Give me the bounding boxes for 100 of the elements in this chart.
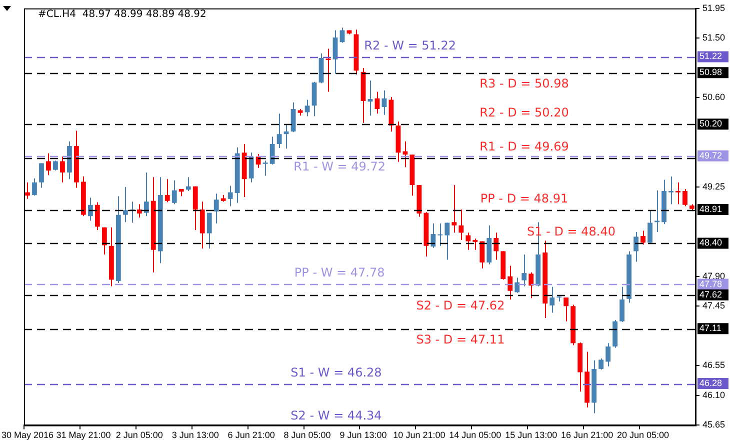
ref-line-label: R3 - D = 50.98 <box>480 76 569 91</box>
candlestick <box>94 202 100 231</box>
candlestick <box>304 99 310 117</box>
candlestick <box>564 297 569 322</box>
x-tick-label: 9 Jun 13:00 <box>340 430 387 440</box>
candlestick <box>382 90 387 116</box>
annotation: S2 - W = 44.34 <box>290 408 382 422</box>
y2-tick-label: 50.20 <box>699 118 722 129</box>
candlestick <box>290 102 296 133</box>
candlestick <box>39 162 44 188</box>
y-tick-label: 46.10 <box>702 390 726 400</box>
candlestick <box>682 188 688 207</box>
candlestick <box>214 193 219 224</box>
ref-line-label: S2 - D = 47.62 <box>416 298 505 313</box>
candlestick <box>186 176 191 192</box>
x-tick-label: 30 May 2016 <box>1 430 54 440</box>
candlestick <box>60 156 65 183</box>
x-tick-label: 6 Jun 21:00 <box>228 430 275 440</box>
candlestick <box>88 197 93 222</box>
candlestick <box>276 113 282 148</box>
x-tick-label: 31 May 21:00 <box>56 430 111 440</box>
candlestick <box>248 152 254 183</box>
candlestick <box>102 226 107 256</box>
candlestick <box>508 265 513 300</box>
candlestick <box>164 178 170 203</box>
candlestick <box>458 209 464 240</box>
candlestick <box>676 182 680 205</box>
candlestick <box>256 153 261 168</box>
candlestick <box>326 48 331 92</box>
ref-line-label: R2 - W = 51.22 <box>364 38 456 53</box>
y-tick-label: 46.55 <box>702 360 726 370</box>
candlestick <box>228 185 233 207</box>
ref-line-label: S1 - W = 46.28 <box>290 366 382 380</box>
candlestick <box>262 160 268 176</box>
candlestick <box>472 238 478 250</box>
ref-line-label: PP - D = 48.91 <box>480 192 568 206</box>
candlestick <box>122 186 128 223</box>
candlestick <box>598 358 604 370</box>
candlestick <box>270 136 275 166</box>
candlestick <box>452 184 457 234</box>
x-tick-label: 3 Jun 13:00 <box>172 430 219 440</box>
candlestick <box>522 254 527 287</box>
candlestick <box>32 178 37 196</box>
candlestick <box>514 277 520 294</box>
y2-tick-label: 48.40 <box>699 238 722 248</box>
candlestick <box>332 30 338 74</box>
candlestick <box>466 232 471 250</box>
candlestick <box>634 232 638 262</box>
candlestick <box>136 204 142 218</box>
candlestick <box>668 176 674 205</box>
x-tick-label: 16 Jun 21:00 <box>561 430 614 440</box>
candlestick <box>340 27 345 44</box>
x-tick-label: 14 Jun 05:00 <box>449 430 502 440</box>
candlestick <box>528 272 534 299</box>
candlestick <box>144 172 149 217</box>
chart-title: #CL.H4 48.97 48.99 48.89 48.92 <box>38 8 206 20</box>
candlestick <box>374 91 380 114</box>
x-tick-label: 20 Jun 05:00 <box>616 430 670 440</box>
ref-line-label: PP - W = 47.78 <box>294 266 385 280</box>
candlestick <box>192 186 198 231</box>
candlestick <box>640 230 646 246</box>
candlestick <box>25 182 30 200</box>
candlestick <box>444 222 450 260</box>
y2-tick-label: 51.22 <box>699 51 722 62</box>
y-tick-label: 45.65 <box>702 420 726 430</box>
candlestick <box>430 222 436 248</box>
y-tick-label: 47.90 <box>702 270 726 281</box>
candlestick <box>494 232 499 260</box>
ref-line-label: R2 - D = 50.20 <box>480 106 569 120</box>
y-tick-label: 51.50 <box>702 32 726 43</box>
ref-line-label: R1 - D = 49.69 <box>480 140 569 154</box>
candlestick <box>200 201 205 250</box>
candlestick <box>53 160 58 171</box>
candlestick <box>172 180 177 205</box>
y2-tick-label: 47.11 <box>699 323 722 334</box>
candlestick <box>312 81 317 117</box>
candlestick <box>206 212 212 250</box>
y2-tick-label: 48.91 <box>699 204 722 214</box>
candlestick <box>620 286 624 322</box>
y-tick-label: 50.60 <box>702 92 726 102</box>
y2-tick-label: 46.28 <box>699 378 722 388</box>
candlestick <box>550 286 555 314</box>
y-tick-label: 47.45 <box>702 300 726 311</box>
y-tick-label: 49.25 <box>702 182 726 192</box>
y2-tick-label: 49.72 <box>699 150 722 160</box>
candlestick <box>438 222 443 246</box>
x-tick-label: 15 Jun 13:00 <box>505 430 558 440</box>
y-tick-label: 51.95 <box>702 2 726 13</box>
candlestick <box>648 210 652 244</box>
y2-tick-label: 47.62 <box>699 289 722 300</box>
candlestick <box>46 152 51 176</box>
ref-line-label: R1 - W = 49.72 <box>294 160 386 174</box>
y2-tick-label: 47.78 <box>699 278 722 289</box>
candlestick <box>480 240 485 269</box>
ref-line-label: S3 - D = 47.11 <box>416 332 505 347</box>
candlestick <box>606 342 610 367</box>
y2-tick-label: 50.98 <box>699 67 722 78</box>
x-tick-label: 10 Jun 21:00 <box>393 430 446 440</box>
x-tick-label: 2 Jun 05:00 <box>116 430 163 440</box>
x-tick-label: 8 Jun 05:00 <box>284 430 331 440</box>
